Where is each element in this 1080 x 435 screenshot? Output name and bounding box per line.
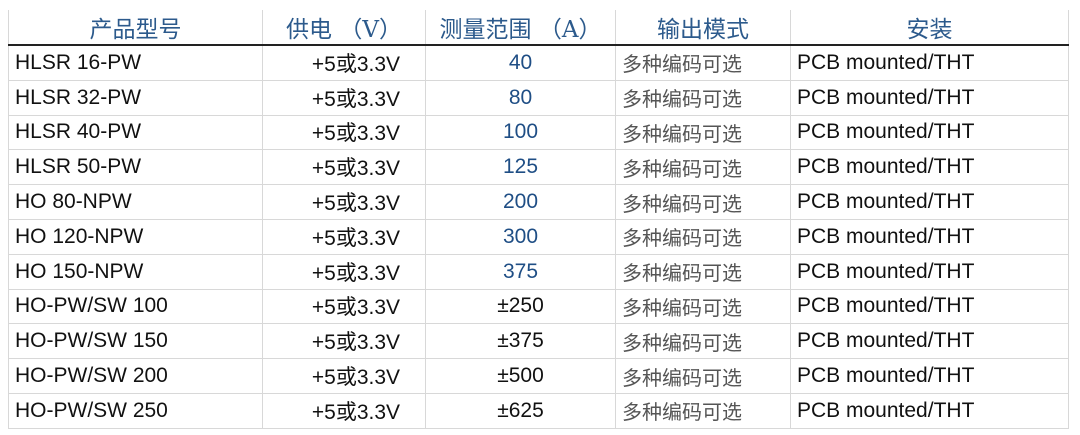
cell-output: 多种编码可选	[615, 392, 791, 429]
table-row: HO-PW/SW 150 +5或3.3V ±375 多种编码可选 PCB mounted…	[8, 323, 1069, 360]
cell-range: ±375	[425, 323, 616, 360]
header-output: 输出模式	[615, 10, 791, 46]
cell-model: HO 150-NPW	[8, 253, 263, 290]
cell-range: ±250	[425, 288, 616, 325]
cell-output: 多种编码可选	[615, 253, 791, 290]
cell-mounting: PCB mounted/THT	[790, 218, 1069, 255]
cell-supply: +5或3.3V	[262, 184, 426, 220]
table-row: HO 120-NPW +5或3.3V 300 多种编码可选 PCB mounted/TH…	[8, 218, 1069, 255]
cell-supply: +5或3.3V	[262, 253, 426, 290]
cell-output: 多种编码可选	[615, 79, 791, 116]
table-row: HO 150-NPW +5或3.3V 375 多种编码可选 PCB mounted/TH…	[8, 253, 1069, 290]
cell-mounting: PCB mounted/THT	[790, 253, 1069, 290]
cell-mounting: PCB mounted/THT	[790, 392, 1069, 429]
cell-model: HO-PW/SW 150	[8, 323, 263, 360]
cell-mounting: PCB mounted/THT	[790, 184, 1069, 220]
cell-range: ±625	[425, 392, 616, 429]
product-spec-table: 产品型号 供电 （V） 测量范围 （A） 输出模式 安装 HLSR 16-PW +…	[8, 10, 1069, 429]
cell-output: 多种编码可选	[615, 44, 791, 81]
cell-model: HO 80-NPW	[8, 184, 263, 220]
table-row: HO-PW/SW 250 +5或3.3V ±625 多种编码可选 PCB mounted…	[8, 392, 1069, 429]
cell-supply: +5或3.3V	[262, 288, 426, 325]
cell-output: 多种编码可选	[615, 114, 791, 151]
header-row: 产品型号 供电 （V） 测量范围 （A） 输出模式 安装	[8, 10, 1069, 46]
cell-supply: +5或3.3V	[262, 114, 426, 151]
cell-mounting: PCB mounted/THT	[790, 323, 1069, 360]
cell-range: 300	[425, 218, 616, 255]
cell-range: 100	[425, 114, 616, 151]
cell-range: 125	[425, 149, 616, 186]
cell-range: 40	[425, 44, 616, 81]
cell-output: 多种编码可选	[615, 358, 791, 394]
cell-supply: +5或3.3V	[262, 358, 426, 394]
cell-range: ±500	[425, 358, 616, 394]
cell-model: HLSR 16-PW	[8, 44, 263, 81]
cell-mounting: PCB mounted/THT	[790, 44, 1069, 81]
cell-range: 375	[425, 253, 616, 290]
table-row: HO-PW/SW 200 +5或3.3V ±500 多种编码可选 PCB mounted…	[8, 358, 1069, 394]
header-model: 产品型号	[8, 10, 263, 46]
cell-mounting: PCB mounted/THT	[790, 288, 1069, 325]
cell-supply: +5或3.3V	[262, 79, 426, 116]
cell-mounting: PCB mounted/THT	[790, 358, 1069, 394]
cell-model: HLSR 50-PW	[8, 149, 263, 186]
table-row: HLSR 40-PW +5或3.3V 100 多种编码可选 PCB mounted/TH…	[8, 114, 1069, 151]
cell-supply: +5或3.3V	[262, 149, 426, 186]
header-range: 测量范围 （A）	[425, 10, 616, 46]
table-row: HO 80-NPW +5或3.3V 200 多种编码可选 PCB mounted/THT	[8, 184, 1069, 220]
table-row: HO-PW/SW 100 +5或3.3V ±250 多种编码可选 PCB mounted…	[8, 288, 1069, 325]
header-mounting: 安装	[790, 10, 1069, 46]
cell-range: 200	[425, 184, 616, 220]
cell-range: 80	[425, 79, 616, 116]
cell-output: 多种编码可选	[615, 184, 791, 220]
table-row: HLSR 50-PW +5或3.3V 125 多种编码可选 PCB mounted/TH…	[8, 149, 1069, 186]
cell-mounting: PCB mounted/THT	[790, 149, 1069, 186]
header-supply: 供电 （V）	[262, 10, 426, 46]
cell-mounting: PCB mounted/THT	[790, 79, 1069, 116]
table-row: HLSR 32-PW +5或3.3V 80 多种编码可选 PCB mounted/THT	[8, 79, 1069, 116]
cell-model: HO-PW/SW 100	[8, 288, 263, 325]
table-row: HLSR 16-PW +5或3.3V 40 多种编码可选 PCB mounted/THT	[8, 44, 1069, 81]
cell-model: HO-PW/SW 250	[8, 392, 263, 429]
cell-supply: +5或3.3V	[262, 44, 426, 81]
cell-supply: +5或3.3V	[262, 392, 426, 429]
cell-model: HLSR 32-PW	[8, 79, 263, 116]
cell-supply: +5或3.3V	[262, 218, 426, 255]
cell-output: 多种编码可选	[615, 323, 791, 360]
cell-supply: +5或3.3V	[262, 323, 426, 360]
cell-output: 多种编码可选	[615, 149, 791, 186]
cell-model: HLSR 40-PW	[8, 114, 263, 151]
cell-output: 多种编码可选	[615, 288, 791, 325]
cell-model: HO 120-NPW	[8, 218, 263, 255]
cell-output: 多种编码可选	[615, 218, 791, 255]
cell-mounting: PCB mounted/THT	[790, 114, 1069, 151]
cell-model: HO-PW/SW 200	[8, 358, 263, 394]
